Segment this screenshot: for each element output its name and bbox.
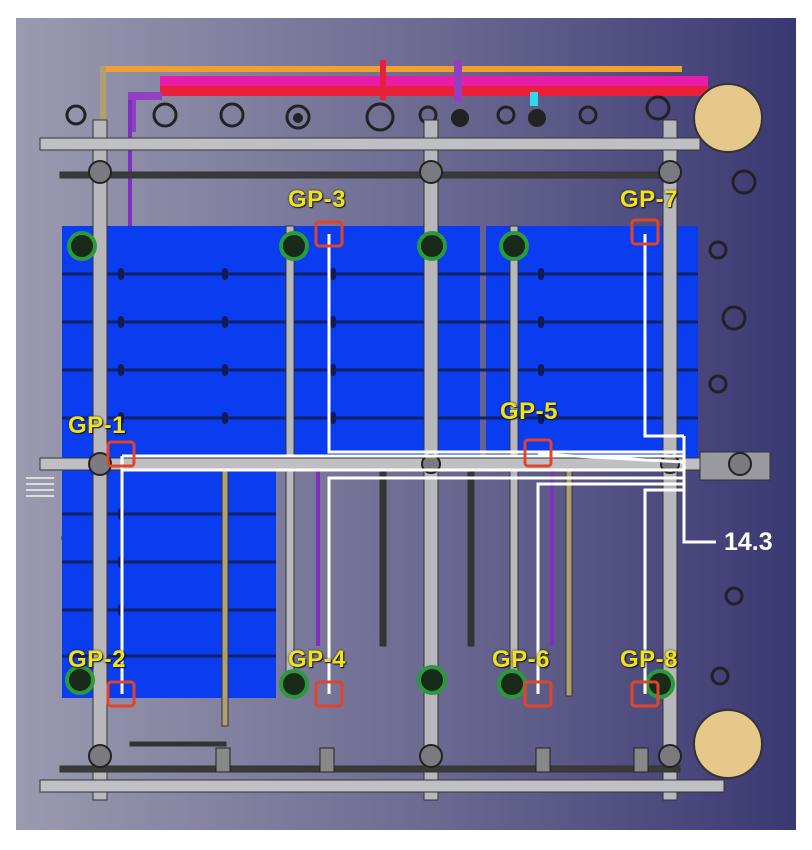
gp-1-label: GP-1 [68, 412, 127, 439]
gp-2-label: GP-2 [68, 646, 127, 673]
top-fittings [293, 109, 546, 127]
gp-8-marker[interactable] [630, 680, 660, 708]
bottom-brackets [215, 747, 649, 773]
gp-5-marker[interactable] [523, 438, 553, 468]
purple-rods [128, 100, 554, 646]
left-spring [26, 477, 54, 497]
gp-8-label: GP-8 [620, 646, 679, 673]
top-wheel [693, 83, 763, 153]
gp-4-marker[interactable] [314, 680, 344, 708]
gauge-markers [106, 218, 660, 708]
gp-3-marker[interactable] [314, 220, 344, 248]
gp-5-label: GP-5 [500, 398, 559, 425]
gp-4-label: GP-4 [288, 646, 347, 673]
gp-3-label: GP-3 [288, 186, 347, 213]
bottom-wheel [693, 709, 763, 779]
gp-1-marker[interactable] [106, 440, 136, 468]
gp-2-marker[interactable] [106, 680, 136, 708]
gp-6-label: GP-6 [492, 646, 551, 673]
green-rings [65, 231, 675, 699]
gp-6-marker[interactable] [523, 680, 553, 708]
sensor-wiring [120, 234, 716, 694]
gp-7-label: GP-7 [620, 186, 679, 213]
output-value: 14.3 [724, 528, 773, 556]
gp-7-marker[interactable] [630, 218, 660, 246]
